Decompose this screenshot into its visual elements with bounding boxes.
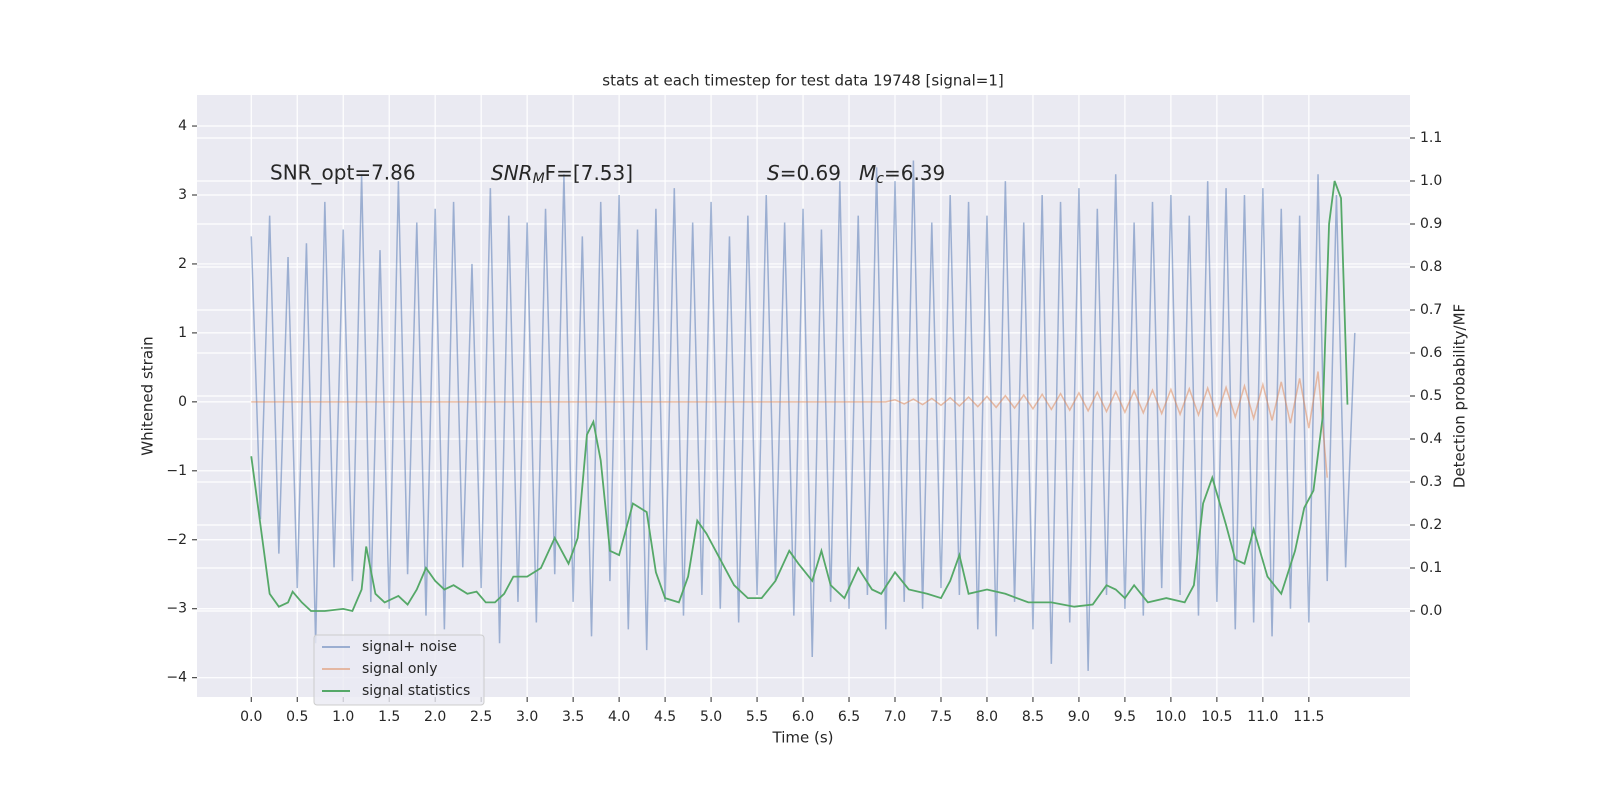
annotation-part: F=[7.53] bbox=[545, 161, 633, 185]
x-tick-label: 8.5 bbox=[1022, 709, 1044, 725]
x-tick-label: 3.5 bbox=[562, 709, 584, 725]
x-tick-label: 1.0 bbox=[332, 709, 354, 725]
x-tick-label: 3.0 bbox=[516, 709, 538, 725]
y-tick-label: 3 bbox=[178, 187, 187, 203]
x-tick-label: 4.5 bbox=[654, 709, 676, 725]
x-tick-label: 11.0 bbox=[1247, 709, 1278, 725]
y2-tick-label: 0.3 bbox=[1420, 474, 1442, 490]
annotation: SNRMF=[7.53] bbox=[491, 161, 633, 188]
x-tick-label: 5.5 bbox=[746, 709, 768, 725]
y-tick-label: −1 bbox=[166, 463, 187, 479]
annotation-sub: M bbox=[533, 171, 545, 187]
annotation: S=0.69 bbox=[767, 161, 841, 185]
x-tick-label: 6.0 bbox=[792, 709, 814, 725]
y-tick-label: 1 bbox=[178, 325, 187, 341]
annotation-sub: c bbox=[876, 171, 884, 187]
x-tick-label: 7.5 bbox=[930, 709, 952, 725]
legend-label: signal+ noise bbox=[362, 639, 457, 655]
x-tick-label: 1.5 bbox=[378, 709, 400, 725]
x-tick-label: 2.0 bbox=[424, 709, 446, 725]
y2-tick-label: 1.1 bbox=[1420, 130, 1442, 146]
series-line bbox=[250, 180, 1349, 613]
series-line bbox=[251, 371, 1328, 478]
legend-box bbox=[313, 634, 485, 706]
x-tick-label: 7.0 bbox=[884, 709, 906, 725]
y-axis-label: Whitened strain bbox=[139, 336, 157, 455]
x-tick-label: 4.0 bbox=[608, 709, 630, 725]
y2-tick-label: 0.8 bbox=[1420, 259, 1442, 275]
y-tick-label: −2 bbox=[166, 532, 187, 548]
series-line bbox=[250, 160, 1356, 671]
x-tick-label: 10.5 bbox=[1201, 709, 1232, 725]
x-tick-label: 9.0 bbox=[1068, 709, 1090, 725]
y2-tick-label: 0.5 bbox=[1420, 388, 1442, 404]
legend-label: signal only bbox=[362, 661, 437, 677]
x-tick-label: 11.5 bbox=[1293, 709, 1324, 725]
chart-title: stats at each timestep for test data 197… bbox=[602, 72, 1003, 90]
ticks: 0.0 0.5 1.0 1.5 2.0 2.5 3.0 3.5 4.0 4.5 5.0 5.5 6.0 6… bbox=[166, 118, 1442, 725]
x-tick-label: 9.5 bbox=[1114, 709, 1136, 725]
annotation-part: M bbox=[859, 161, 876, 185]
x-tick-label: 2.5 bbox=[470, 709, 492, 725]
x-tick-label: 0.5 bbox=[286, 709, 308, 725]
y-tick-label: 2 bbox=[178, 256, 187, 272]
y2-tick-label: 0.4 bbox=[1420, 431, 1442, 447]
x-axis-label: Time (s) bbox=[772, 729, 834, 747]
y2-tick-label: 1.0 bbox=[1420, 173, 1442, 189]
y2-tick-label: 0.2 bbox=[1420, 517, 1442, 533]
marks bbox=[250, 160, 1356, 671]
y2-tick-label: 0.0 bbox=[1420, 603, 1442, 619]
x-tick-label: 8.0 bbox=[976, 709, 998, 725]
y-tick-label: −4 bbox=[166, 670, 187, 686]
y-tick-label: 4 bbox=[178, 118, 187, 134]
annotation: Mc=6.39 bbox=[859, 161, 945, 188]
legend: signal+ noise signal only signal statistic… bbox=[313, 634, 485, 706]
y2-tick-label: 0.6 bbox=[1420, 345, 1442, 361]
x-tick-label: 6.5 bbox=[838, 709, 860, 725]
y2-axis-label: Detection probability/MF bbox=[1451, 304, 1469, 488]
y-tick-label: −3 bbox=[166, 601, 187, 617]
y2-tick-label: 0.9 bbox=[1420, 216, 1442, 232]
annotation-part: S bbox=[767, 161, 780, 185]
x-tick-label: 5.0 bbox=[700, 709, 722, 725]
annotation: SNR_opt=7.86 bbox=[270, 161, 416, 185]
y-tick-label: 0 bbox=[178, 394, 187, 410]
y2-tick-label: 0.1 bbox=[1420, 560, 1442, 576]
annotation-part: SNR bbox=[491, 161, 533, 185]
annotation-part: =6.39 bbox=[884, 161, 945, 185]
y2-tick-label: 0.7 bbox=[1420, 302, 1442, 318]
annotation-part: =0.69 bbox=[780, 161, 841, 185]
x-tick-label: 0.0 bbox=[240, 709, 262, 725]
legend-label: signal statistics bbox=[362, 683, 470, 699]
x-tick-label: 10.0 bbox=[1155, 709, 1186, 725]
